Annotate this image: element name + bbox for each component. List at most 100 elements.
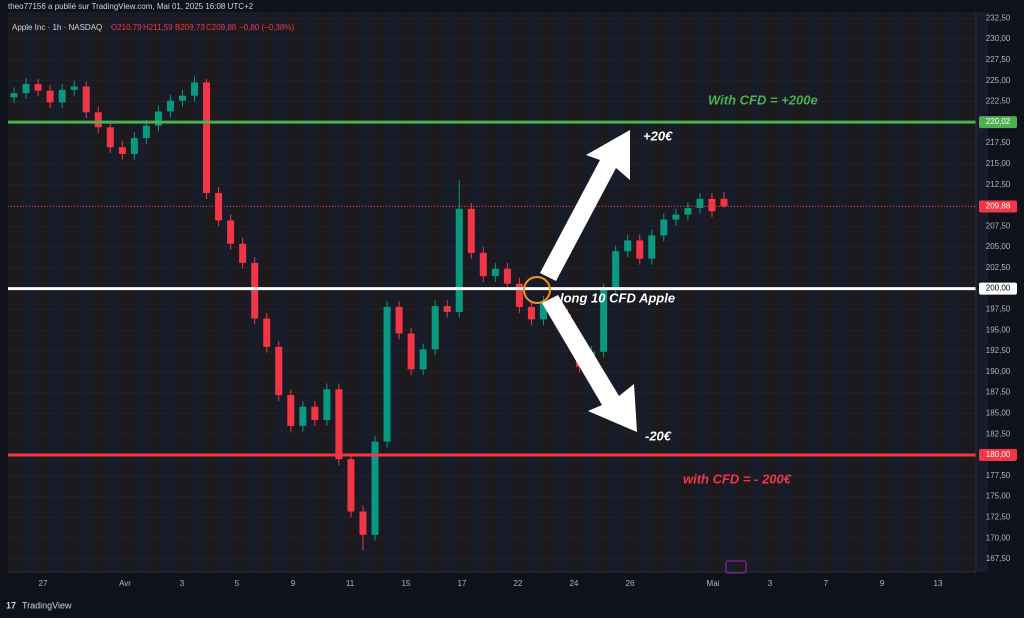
session-band — [218, 12, 232, 572]
session-band — [470, 12, 484, 572]
session-band — [176, 12, 190, 572]
session-band — [568, 12, 582, 572]
y-tick-label: 225,00 — [986, 76, 1011, 85]
candle-body — [118, 147, 126, 154]
session-band — [666, 12, 680, 572]
candle-body — [263, 318, 271, 347]
candle-body — [275, 346, 283, 396]
session-band — [806, 12, 820, 572]
candle-body — [58, 89, 66, 103]
annotation: -20€ — [645, 428, 672, 443]
candle-body — [515, 283, 523, 307]
y-tick-label: 187,50 — [986, 388, 1011, 397]
session-band — [50, 12, 64, 572]
candle-body — [142, 125, 150, 139]
session-band — [344, 12, 358, 572]
y-tick-label: 192,50 — [986, 346, 1011, 355]
candle-body — [624, 240, 632, 252]
open: O210,79 — [111, 23, 142, 32]
candle-body — [672, 214, 680, 220]
session-band — [904, 12, 918, 572]
y-tick-label: 172,50 — [986, 512, 1011, 521]
candle-body — [311, 406, 319, 421]
session-band — [232, 12, 246, 572]
candle-body — [335, 389, 343, 460]
candle-body — [106, 127, 114, 148]
candle-body — [239, 243, 247, 263]
session-band — [820, 12, 834, 572]
y-tick-label: 217,50 — [986, 138, 1011, 147]
y-tick-label: 170,00 — [986, 533, 1011, 542]
annotation: With CFD = +200e — [708, 92, 818, 107]
close: C209,88 — [206, 23, 237, 32]
session-band — [190, 12, 204, 572]
session-band — [736, 12, 750, 572]
y-tick-label: 177,50 — [986, 471, 1011, 480]
session-band — [162, 12, 176, 572]
grid: 167,50 170,00 172,50 175,00 177,50 180,00 182,… — [8, 13, 1011, 588]
candle-body — [407, 333, 415, 370]
session-band — [932, 12, 946, 572]
candle-body — [299, 406, 307, 426]
annotation: long 10 CFD Apple — [560, 290, 675, 305]
x-tick-label: 17 — [458, 579, 467, 588]
price-label-bg — [979, 116, 1017, 129]
session-band — [8, 12, 22, 572]
candle-body — [684, 207, 692, 215]
arrow-down — [542, 295, 637, 432]
session-band — [918, 12, 932, 572]
event-icon[interactable] — [725, 560, 747, 574]
session-band — [680, 12, 694, 572]
candle-body — [82, 86, 90, 113]
price-label: 220,02 — [986, 117, 1011, 126]
session-band — [848, 12, 862, 572]
candle-body — [491, 268, 499, 277]
session-band — [694, 12, 708, 572]
session-band — [134, 12, 148, 572]
candle-body — [323, 389, 331, 421]
candle-body — [395, 306, 403, 334]
x-tick-label: 26 — [626, 579, 635, 588]
session-band — [834, 12, 848, 572]
candle-body — [660, 219, 668, 236]
candle-body — [130, 138, 138, 154]
candle-body — [600, 289, 608, 352]
session-band — [876, 12, 890, 572]
x-tick-label: Avr — [119, 579, 131, 588]
x-tick-label: 9 — [291, 579, 296, 588]
publisher: theo77156 a publié sur TradingView.com, … — [8, 2, 254, 11]
x-tick-label: 9 — [880, 579, 885, 588]
candle-body — [467, 208, 475, 253]
brand-logo: 17 — [6, 600, 16, 610]
candle-body — [166, 100, 174, 112]
session-band — [260, 12, 274, 572]
annotation: +20€ — [643, 128, 673, 143]
session-band — [960, 12, 974, 572]
candle-body — [539, 301, 547, 320]
price-label: 209,88 — [986, 202, 1011, 211]
session-band — [274, 12, 288, 572]
session-band — [946, 12, 960, 572]
candle-body — [696, 198, 704, 208]
y-tick-label: 222,50 — [986, 97, 1011, 106]
candle-body — [612, 251, 620, 290]
session-band — [652, 12, 666, 572]
candle-body — [359, 511, 367, 535]
session-band — [862, 12, 876, 572]
entry-marker — [523, 276, 551, 304]
candle-body — [46, 90, 54, 103]
candle-body — [371, 441, 379, 535]
price-label-bg — [979, 448, 1017, 461]
session-band — [148, 12, 162, 572]
y-tick-label: 212,50 — [986, 180, 1011, 189]
session-band — [442, 12, 456, 572]
session-band — [120, 12, 134, 572]
brand: TradingView — [22, 600, 72, 610]
candle-body — [227, 220, 235, 244]
candle-body — [383, 306, 391, 442]
session-band — [764, 12, 778, 572]
session-band — [708, 12, 722, 572]
session-band — [526, 12, 540, 572]
levels: 220,02 200,00 180,00 209,88 — [8, 116, 1017, 461]
symbol: Apple Inc · 1h · NASDAQ — [12, 23, 102, 32]
